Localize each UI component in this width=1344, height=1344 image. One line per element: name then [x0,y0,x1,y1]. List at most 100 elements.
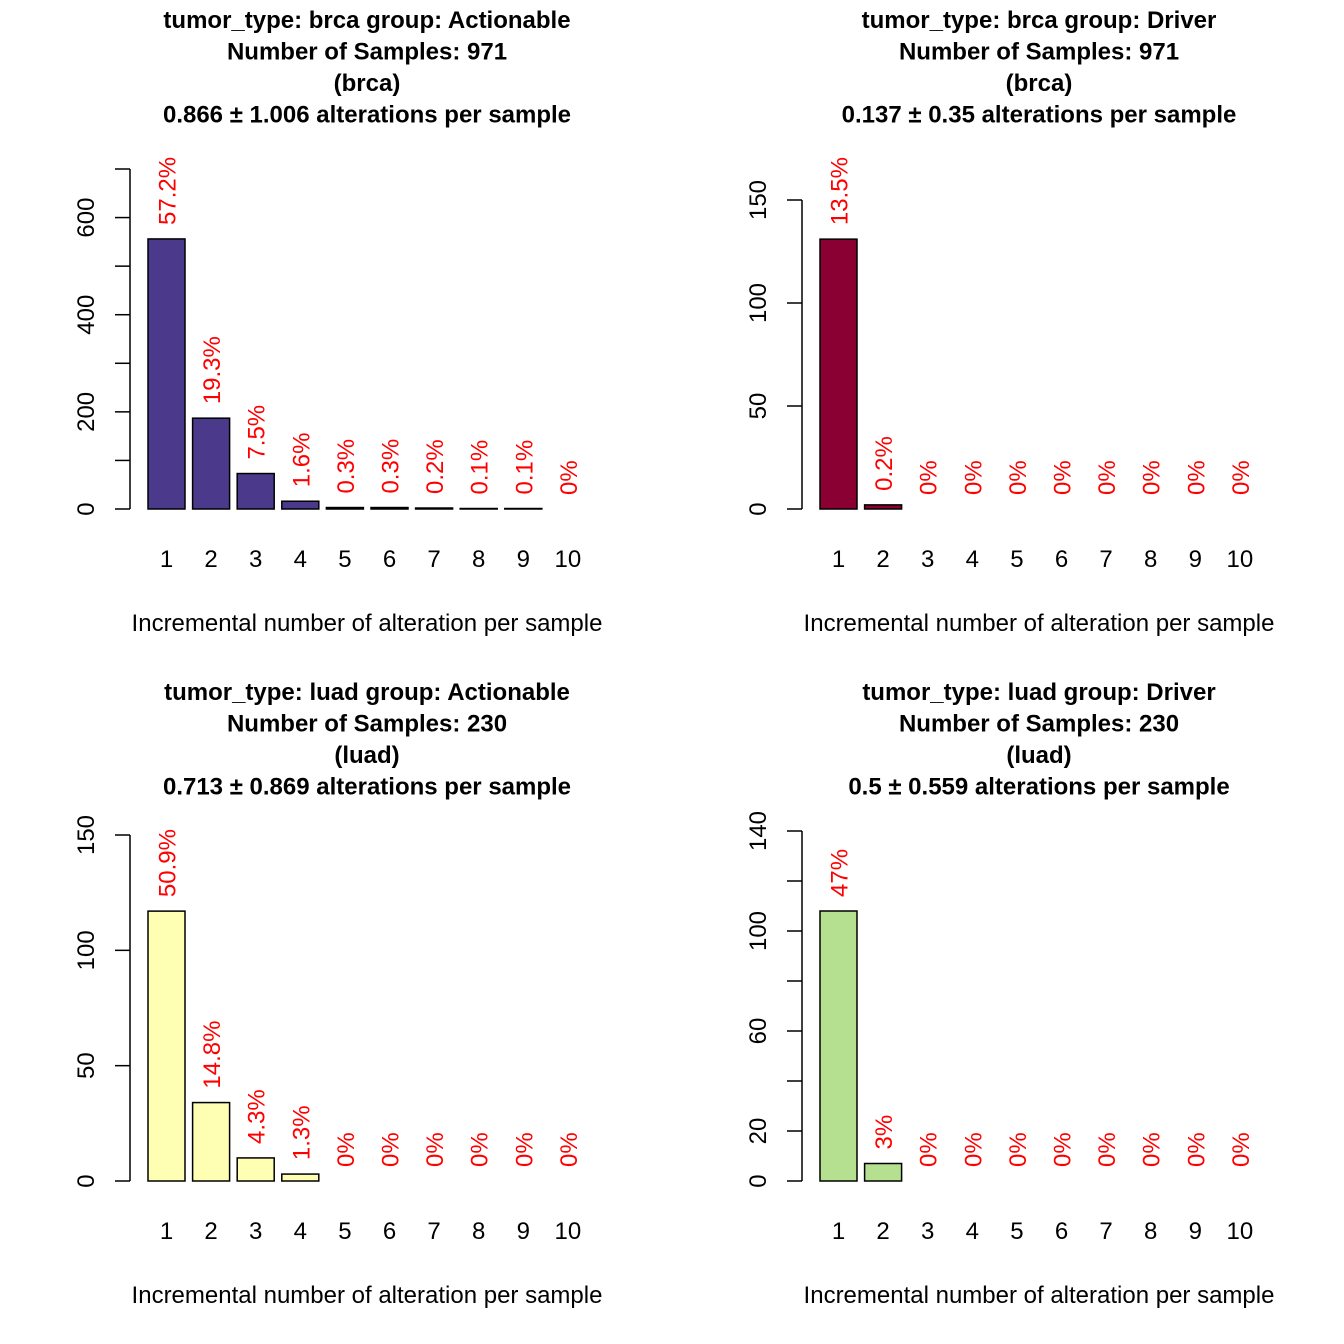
x-category-label: 3 [249,546,262,573]
chart-title-line-4: 0.866 ± 1.006 alterations per sample [163,102,571,129]
x-category-label: 2 [876,1218,889,1245]
chart-title-line-3: (brca) [1006,70,1073,97]
chart-title-line-3: (brca) [334,70,401,97]
percent-data-label: 19.3% [199,336,226,404]
x-category-label: 8 [472,546,485,573]
y-tick-label: 50 [745,393,772,420]
bar [191,1101,231,1182]
x-category-label: 2 [204,1218,217,1245]
bar [147,238,186,510]
x-category-label: 10 [1227,1218,1254,1245]
percent-data-label: 0% [1050,1132,1077,1167]
bar [191,417,231,510]
x-category-label: 7 [427,1218,440,1245]
x-category-label: 1 [832,1218,845,1245]
x-axis-label: Incremental number of alteration per sam… [132,1282,603,1309]
y-tick-label: 0 [745,1174,772,1187]
bar [281,500,320,510]
x-category-label: 1 [160,546,173,573]
percent-data-label: 0% [1094,460,1121,495]
x-category-label: 1 [160,1218,173,1245]
bar [863,1162,903,1182]
bar [819,238,858,510]
x-category-label: 7 [1099,1218,1112,1245]
x-category-label: 3 [921,1218,934,1245]
chart-panel-1: tumor_type: brca group: Actionable Number… [73,7,602,637]
percent-data-label: 0% [960,1132,987,1167]
x-category-label: 4 [966,1218,979,1245]
x-category-label: 5 [1010,1218,1023,1245]
x-category-label: 3 [249,1218,262,1245]
percent-data-label: 0.3% [378,439,405,494]
bar [236,1157,275,1182]
x-axis-label: Incremental number of alteration per sam… [804,610,1275,637]
y-tick-label: 0 [745,502,772,515]
percent-data-label: 1.6% [288,433,315,488]
bar [236,472,275,510]
x-category-label: 6 [383,546,396,573]
percent-data-label: 47% [827,849,854,897]
percent-data-label: 0% [1005,1132,1032,1167]
percent-data-label: 0% [378,1132,405,1167]
x-category-label: 8 [1144,1218,1157,1245]
x-category-label: 6 [1055,546,1068,573]
x-category-label: 10 [555,546,582,573]
percent-data-label: 0% [1228,1132,1255,1167]
y-tick-label: 200 [73,392,100,432]
y-tick-label: 100 [745,911,772,951]
percent-data-label: 0.2% [422,439,449,494]
y-tick-label: 0 [73,502,100,515]
chart-panel-3: tumor_type: luad group: Actionable Number… [73,679,602,1309]
percent-data-label: 0% [916,460,943,495]
percent-data-label: 0% [511,1132,538,1167]
chart-title-line-4: 0.137 ± 0.35 alterations per sample [842,102,1237,129]
chart-title-line-3: (luad) [334,742,399,769]
x-category-label: 8 [472,1218,485,1245]
y-tick-label: 400 [73,295,100,335]
percent-data-label: 0% [1183,1132,1210,1167]
percent-data-label: 0% [422,1132,449,1167]
y-tick-label: 600 [73,198,100,238]
percent-data-label: 7.5% [244,405,271,460]
chart-title-line-3: (luad) [1006,742,1071,769]
percent-data-label: 14.8% [199,1021,226,1089]
chart-title-line-4: 0.713 ± 0.869 alterations per sample [163,774,571,801]
percent-data-label: 0% [1005,460,1032,495]
x-category-label: 9 [517,546,530,573]
x-category-label: 5 [338,546,351,573]
bar [414,507,454,510]
chart-title-line-4: 0.5 ± 0.559 alterations per sample [848,774,1229,801]
percent-data-label: 0.3% [333,439,360,494]
percent-data-label: 0% [1228,460,1255,495]
chart-title-line-2: Number of Samples: 230 [899,711,1179,738]
y-tick-label: 140 [745,811,772,851]
bar [370,506,409,510]
percent-data-label: 0% [1094,1132,1121,1167]
chart-title-line-1: tumor_type: brca group: Driver [862,7,1217,34]
percent-data-label: 57.2% [155,157,182,225]
percent-data-label: 0.1% [467,440,494,495]
chart-title-line-2: Number of Samples: 971 [227,39,507,66]
x-category-label: 10 [555,1218,582,1245]
x-axis-label: Incremental number of alteration per sam… [132,610,603,637]
percent-data-label: 0.2% [871,436,898,491]
percent-data-label: 50.9% [155,829,182,897]
x-category-label: 2 [876,546,889,573]
chart-title-line-2: Number of Samples: 230 [227,711,507,738]
chart-title-line-1: tumor_type: brca group: Actionable [163,7,570,34]
x-category-label: 1 [832,546,845,573]
y-tick-label: 100 [73,930,100,970]
percent-data-label: 0% [1139,1132,1166,1167]
x-category-label: 2 [204,546,217,573]
y-tick-label: 0 [73,1174,100,1187]
bar [819,910,858,1182]
x-category-label: 4 [966,546,979,573]
y-tick-label: 150 [73,815,100,855]
x-category-label: 8 [1144,546,1157,573]
bar [863,504,903,510]
percent-data-label: 0% [1183,460,1210,495]
x-category-label: 5 [338,1218,351,1245]
x-category-label: 9 [517,1218,530,1245]
x-category-label: 9 [1189,1218,1202,1245]
